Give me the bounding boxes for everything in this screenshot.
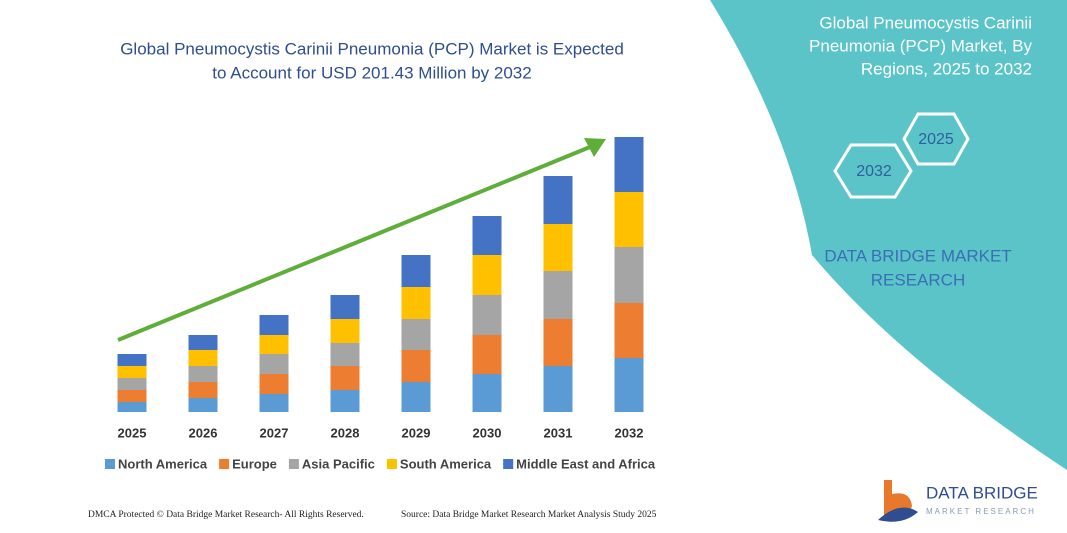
legend-swatch <box>288 459 299 469</box>
legend-swatch <box>503 459 514 469</box>
footer-left: DMCA Protected © Data Bridge Market Rese… <box>88 509 364 520</box>
bar-segment <box>614 192 644 247</box>
bar-segment <box>472 335 502 374</box>
bar-segment <box>401 382 431 412</box>
panel-title: Pneumonia (PCP) Market, By <box>809 36 1032 55</box>
bar-segment <box>543 319 573 366</box>
bar-segment <box>117 378 147 390</box>
legend: North America Europe Asia Pacific South Ame… <box>105 456 656 471</box>
plot: 2025 2026 2027 2028 2029 2030 2031 2032 <box>117 137 644 440</box>
bar-segment <box>472 295 502 335</box>
bar-segment <box>614 137 644 192</box>
bar-segment <box>259 335 289 354</box>
trend-arrow <box>117 145 591 342</box>
bar-segment <box>543 224 573 271</box>
bar-segment <box>188 398 218 412</box>
legend-label: Europe <box>232 456 277 471</box>
x-tick-label: 2028 <box>331 425 360 440</box>
bar-segment <box>614 358 644 412</box>
side-panel <box>710 0 1067 470</box>
bar-segment <box>472 374 502 412</box>
brand-text: RESEARCH <box>871 270 965 289</box>
bar-segment <box>330 319 360 343</box>
hex-label: 2025 <box>918 131 954 148</box>
bar-segment <box>259 374 289 394</box>
panel-title: Global Pneumocystis Carinii <box>819 13 1032 32</box>
x-tick-label: 2026 <box>189 425 218 440</box>
legend-swatch <box>105 459 115 469</box>
bar-segment <box>259 315 289 335</box>
footer-right: Source: Data Bridge Market Research Mark… <box>401 510 657 520</box>
logo-name: DATA BRIDGE <box>926 483 1038 502</box>
arrow-head <box>584 138 606 157</box>
bar-segment <box>401 319 431 350</box>
x-tick-label: 2027 <box>260 425 289 440</box>
chart-title: to Account for USD 201.43 Million by 203… <box>212 63 531 82</box>
legend-swatch <box>386 459 397 469</box>
hexagon <box>833 143 913 199</box>
bar-segment <box>330 295 360 319</box>
bar-segment <box>330 343 360 366</box>
x-tick-label: 2025 <box>118 425 147 440</box>
x-tick-label: 2032 <box>615 425 644 440</box>
bar-segment <box>614 303 644 358</box>
bar-segment <box>188 350 218 366</box>
legend-label: Middle East and Africa <box>516 456 656 471</box>
bar-segment <box>259 394 289 412</box>
bar-segment <box>117 390 147 402</box>
bar-segment <box>401 287 431 319</box>
x-tick-label: 2031 <box>544 425 573 440</box>
bar-segment <box>330 366 360 390</box>
hexagon <box>902 112 970 166</box>
bar-segment <box>188 366 218 382</box>
brand-text: DATA BRIDGE MARKET <box>824 246 1011 265</box>
bar-segment <box>188 382 218 398</box>
bar-segment <box>472 255 502 295</box>
legend-swatch <box>219 459 230 469</box>
bar-segment <box>330 390 360 412</box>
x-tick-label: 2029 <box>402 425 431 440</box>
bar-segment <box>472 216 502 255</box>
bar-segment <box>543 176 573 224</box>
legend-label: Asia Pacific <box>302 456 375 471</box>
logo-mark <box>878 507 918 522</box>
bar-segment <box>117 402 147 412</box>
legend-label: North America <box>118 456 208 471</box>
bar-segment <box>614 247 644 303</box>
bar-segment <box>543 271 573 319</box>
bar-segment <box>259 354 289 374</box>
bar-segment <box>543 366 573 412</box>
legend-label: South America <box>400 456 492 471</box>
x-tick-label: 2030 <box>473 425 502 440</box>
chart-title: Global Pneumocystis Carinii Pneumonia (P… <box>120 39 624 58</box>
logo-tagline: MARKET RESEARCH <box>926 507 1036 516</box>
bar-segment <box>401 350 431 382</box>
bar-segment <box>188 335 218 350</box>
bar-segment <box>117 354 147 366</box>
bar-segment <box>117 366 147 378</box>
bar-segment <box>401 255 431 287</box>
panel-title: Regions, 2025 to 2032 <box>861 59 1032 78</box>
hex-label: 2032 <box>856 163 892 180</box>
